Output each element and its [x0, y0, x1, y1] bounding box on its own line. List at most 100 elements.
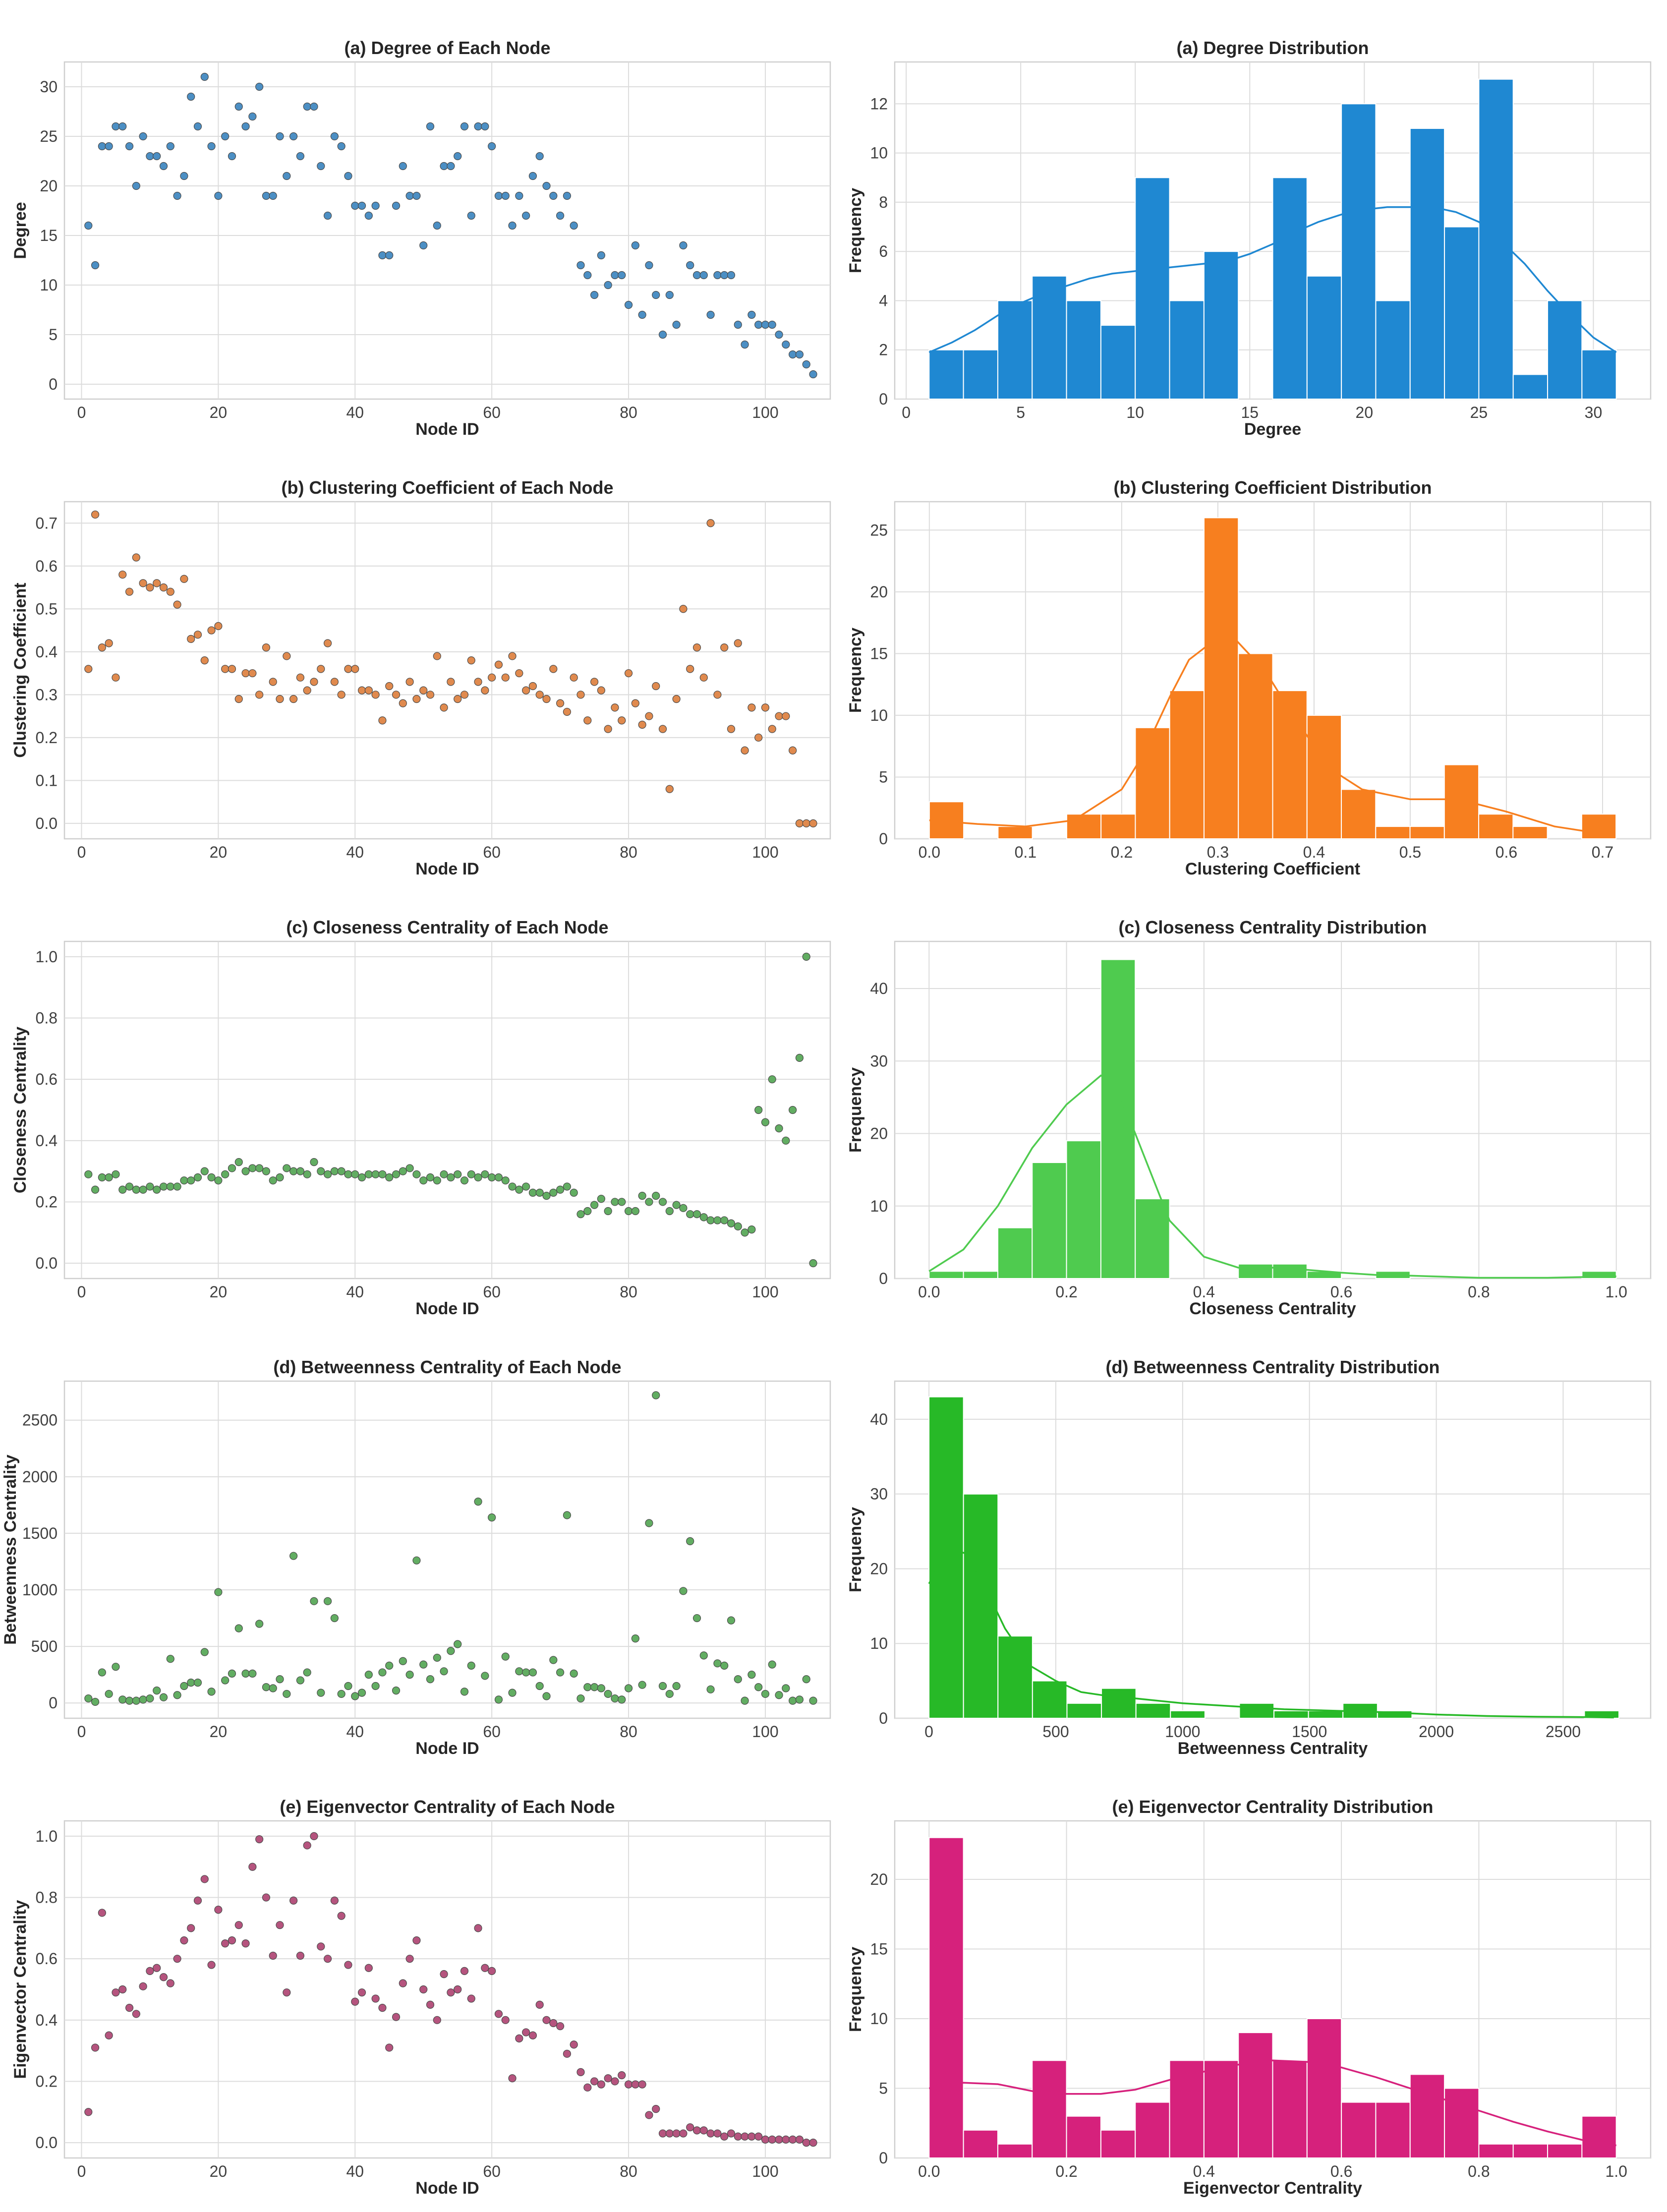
histogram-bar — [1409, 128, 1445, 400]
x-tick-label: 0.0 — [918, 1283, 940, 1301]
data-point — [399, 1657, 407, 1665]
data-point — [207, 1173, 216, 1182]
histogram-bar — [1272, 690, 1308, 839]
data-point — [638, 720, 646, 729]
x-tick-label: 20 — [210, 843, 228, 861]
data-point — [692, 271, 701, 280]
chart-title: (a) Degree Distribution — [1176, 38, 1369, 58]
data-point — [289, 132, 298, 141]
data-point — [624, 1684, 633, 1692]
data-point — [597, 686, 605, 695]
data-point — [84, 2108, 93, 2116]
data-point — [371, 1682, 380, 1690]
data-point — [433, 1176, 441, 1185]
data-point — [692, 1614, 701, 1623]
histogram-bar — [1273, 1710, 1309, 1719]
x-tick-label: 0.1 — [1015, 843, 1036, 861]
data-point — [727, 725, 736, 733]
x-tick-label: 40 — [346, 2162, 364, 2180]
data-point — [652, 682, 660, 691]
y-tick-label: 20 — [870, 1125, 888, 1143]
data-point — [303, 102, 311, 111]
data-point — [802, 2138, 810, 2147]
histogram-bar — [1341, 2101, 1377, 2159]
data-point — [631, 1634, 639, 1643]
y-tick-label: 0.4 — [36, 2011, 57, 2029]
x-tick-label: 25 — [1470, 404, 1488, 421]
bt-hist-panel: 0 500 1000 1500 2000 2500 0 10 20 30 40 (d) Between… — [846, 1357, 1652, 1758]
histogram-bar — [1581, 814, 1617, 839]
data-point — [604, 281, 612, 290]
histogram-bar — [1066, 1702, 1102, 1719]
histogram-bar — [1032, 2060, 1067, 2158]
data-point — [440, 1970, 448, 1979]
y-tick-label: 20 — [870, 1870, 888, 1888]
data-point — [98, 1173, 106, 1182]
data-point — [447, 1647, 455, 1655]
histogram-bar — [1308, 1710, 1344, 1719]
data-point — [611, 703, 619, 712]
data-point — [337, 691, 345, 699]
x-tick-label: 20 — [210, 404, 228, 421]
data-point — [720, 1661, 729, 1670]
y-tick-label: 1000 — [22, 1581, 57, 1599]
data-point — [125, 142, 134, 151]
data-point — [645, 2111, 653, 2119]
data-point — [440, 703, 448, 712]
data-point — [624, 2080, 633, 2089]
x-tick-label: 20 — [210, 1283, 228, 1301]
data-point — [775, 330, 783, 339]
data-point — [789, 350, 797, 359]
data-point — [522, 1668, 530, 1677]
data-point — [207, 142, 216, 151]
data-point — [741, 746, 749, 755]
y-tick-label: 15 — [40, 227, 57, 244]
data-point — [563, 2049, 572, 2058]
x-tick-label: 500 — [1042, 1723, 1069, 1741]
data-point — [412, 191, 421, 200]
data-point — [747, 2132, 756, 2141]
data-point — [105, 1173, 113, 1182]
data-point — [337, 1689, 345, 1698]
y-tick-label: 0.0 — [36, 815, 57, 832]
data-point — [357, 201, 366, 210]
y-axis-label: Betweenness Centrality — [1, 1455, 20, 1645]
data-point — [132, 1696, 140, 1705]
y-tick-label: 0 — [879, 2149, 888, 2167]
data-point — [686, 1210, 694, 1219]
data-point — [200, 1167, 209, 1175]
cc-hist-panel: 0.0 0.1 0.2 0.3 0.4 0.5 0.6 0.7 0 5 10 15 20 25 (b) Cl… — [846, 477, 1652, 878]
data-point — [419, 1660, 428, 1669]
histogram-bars — [928, 959, 1617, 1280]
data-point — [180, 172, 188, 180]
data-point — [638, 1681, 646, 1689]
data-point — [255, 1164, 264, 1172]
data-point — [535, 1682, 544, 1690]
data-point — [611, 1694, 619, 1703]
data-point — [440, 162, 448, 171]
data-point — [720, 2132, 729, 2141]
data-point — [193, 631, 202, 639]
data-point — [221, 132, 230, 141]
data-point — [754, 1683, 763, 1691]
histogram-bar — [1238, 653, 1273, 840]
histogram-bar — [1409, 826, 1445, 839]
data-point — [440, 1170, 448, 1178]
data-point — [98, 142, 106, 151]
data-point — [467, 211, 475, 220]
data-point — [283, 172, 291, 180]
chart-title: (d) Betweenness Centrality Distribution — [1105, 1357, 1439, 1377]
x-axis-label: Node ID — [415, 860, 479, 878]
data-point — [720, 1216, 729, 1224]
data-point — [494, 1695, 503, 1704]
data-point — [795, 350, 804, 359]
data-point — [494, 2010, 503, 2018]
x-tick-label: 0.6 — [1330, 1283, 1352, 1301]
data-point — [153, 579, 161, 587]
histogram-bar — [1341, 789, 1377, 840]
data-point — [364, 1671, 373, 1679]
y-tick-label: 2 — [879, 341, 888, 359]
data-point — [317, 1688, 325, 1697]
histogram-bar — [997, 1227, 1033, 1280]
